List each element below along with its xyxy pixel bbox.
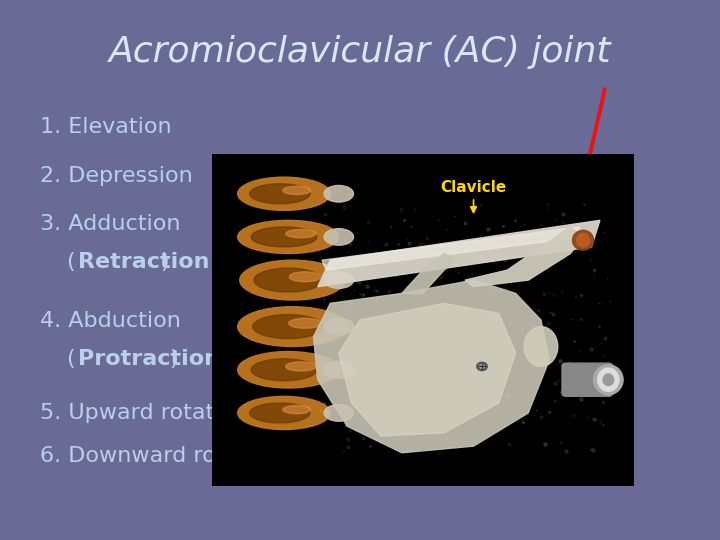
Ellipse shape xyxy=(324,228,354,245)
Ellipse shape xyxy=(477,362,487,370)
Ellipse shape xyxy=(324,404,354,421)
Text: 1. Elevation: 1. Elevation xyxy=(40,117,171,137)
Text: Acromioclavicular (AC) joint: Acromioclavicular (AC) joint xyxy=(109,35,611,69)
Ellipse shape xyxy=(324,272,354,288)
Ellipse shape xyxy=(250,403,310,423)
Ellipse shape xyxy=(324,361,354,378)
Text: 6. Downward rotation: 6. Downward rotation xyxy=(40,446,281,467)
Text: Clavicle: Clavicle xyxy=(441,180,507,194)
Text: 4. Abduction: 4. Abduction xyxy=(40,311,181,332)
Ellipse shape xyxy=(238,220,338,254)
Ellipse shape xyxy=(253,315,324,339)
FancyBboxPatch shape xyxy=(562,363,613,396)
Ellipse shape xyxy=(572,230,593,250)
Ellipse shape xyxy=(324,318,354,335)
Polygon shape xyxy=(322,227,583,270)
Text: 5. Upward rotation: 5. Upward rotation xyxy=(40,403,248,423)
Text: (: ( xyxy=(66,252,75,272)
Text: ): ) xyxy=(161,252,169,272)
Text: ): ) xyxy=(168,349,177,369)
Ellipse shape xyxy=(286,230,316,238)
Ellipse shape xyxy=(240,260,345,300)
Ellipse shape xyxy=(286,362,316,371)
Ellipse shape xyxy=(238,307,347,347)
Polygon shape xyxy=(402,254,456,293)
Ellipse shape xyxy=(324,185,354,202)
Ellipse shape xyxy=(289,318,322,328)
Ellipse shape xyxy=(577,234,590,247)
Ellipse shape xyxy=(289,272,321,282)
Ellipse shape xyxy=(238,177,330,211)
Ellipse shape xyxy=(238,396,330,429)
Ellipse shape xyxy=(254,268,323,292)
Ellipse shape xyxy=(524,327,558,367)
Text: 3. Adduction: 3. Adduction xyxy=(40,214,180,234)
Polygon shape xyxy=(313,280,549,453)
Ellipse shape xyxy=(480,364,485,368)
Ellipse shape xyxy=(598,368,619,392)
Text: 2. Depression: 2. Depression xyxy=(40,165,192,186)
Polygon shape xyxy=(318,220,600,287)
Text: Protraction: Protraction xyxy=(78,349,220,369)
Text: (: ( xyxy=(66,349,75,369)
Polygon shape xyxy=(338,303,516,436)
Ellipse shape xyxy=(251,359,317,381)
Ellipse shape xyxy=(283,186,310,194)
Ellipse shape xyxy=(593,365,623,395)
Text: Retraction: Retraction xyxy=(78,252,210,272)
Ellipse shape xyxy=(603,374,613,386)
Ellipse shape xyxy=(238,352,338,388)
Ellipse shape xyxy=(283,406,310,414)
Ellipse shape xyxy=(251,227,317,247)
Polygon shape xyxy=(465,227,583,287)
Ellipse shape xyxy=(250,184,310,204)
